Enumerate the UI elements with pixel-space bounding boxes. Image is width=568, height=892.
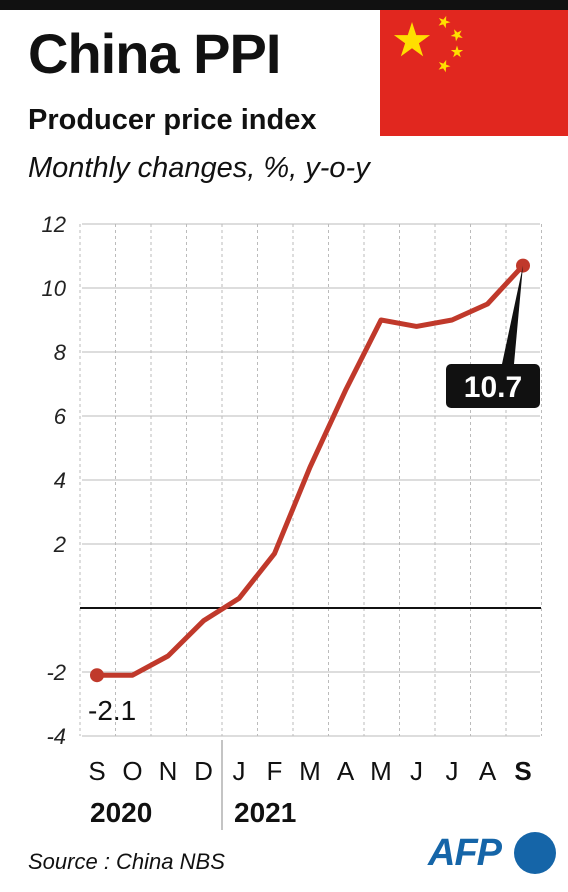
x-tick-label: A xyxy=(479,756,497,786)
y-tick-label: 8 xyxy=(54,340,67,365)
flag-small-star xyxy=(450,29,463,42)
flag-small-star xyxy=(438,15,451,29)
x-tick-label: D xyxy=(194,756,213,786)
y-tick-label: 12 xyxy=(42,212,66,237)
x-tick-label: A xyxy=(337,756,355,786)
x-tick-label: O xyxy=(122,756,142,786)
y-tick-label: 6 xyxy=(54,404,67,429)
chart-subtitle: Producer price index xyxy=(28,104,317,136)
x-tick-label: J xyxy=(233,756,246,786)
y-tick-label: 2 xyxy=(53,532,66,557)
flag-stars xyxy=(393,15,464,73)
x-tick-label: M xyxy=(299,756,321,786)
y-tick-label: -2 xyxy=(46,660,66,685)
flag-large-star xyxy=(393,22,431,57)
year-label: 2020 xyxy=(90,797,152,828)
y-tick-label: -4 xyxy=(46,724,66,749)
start-point xyxy=(90,668,104,683)
first-value-label: -2.1 xyxy=(88,695,136,726)
afp-logo: AFP xyxy=(428,828,556,882)
chart-title: China PPI xyxy=(28,22,281,85)
flag-small-star xyxy=(438,59,451,73)
x-tick-label: N xyxy=(159,756,178,786)
end-point xyxy=(516,258,530,273)
year-label: 2021 xyxy=(234,797,296,828)
afp-logo-text: AFP xyxy=(428,832,502,874)
x-tick-label: S xyxy=(88,756,105,786)
x-tick-label: M xyxy=(370,756,392,786)
x-tick-label: S xyxy=(514,756,531,786)
x-tick-label: J xyxy=(410,756,423,786)
flag-background xyxy=(380,10,568,136)
x-tick-label: F xyxy=(267,756,283,786)
x-tick-label: J xyxy=(446,756,459,786)
ppi-series-line xyxy=(94,263,526,678)
last-value-label: 10.7 xyxy=(464,371,522,404)
chart-units: Monthly changes, %, y-o-y xyxy=(28,152,370,184)
china-flag-icon xyxy=(380,10,568,136)
top-rule xyxy=(0,0,568,10)
afp-logo-dot xyxy=(514,832,556,874)
callout-box xyxy=(446,364,540,408)
source-note: Source : China NBS xyxy=(28,849,225,874)
y-tick-label: 4 xyxy=(54,468,66,493)
flag-small-star xyxy=(450,45,464,58)
y-tick-label: 10 xyxy=(42,276,67,301)
